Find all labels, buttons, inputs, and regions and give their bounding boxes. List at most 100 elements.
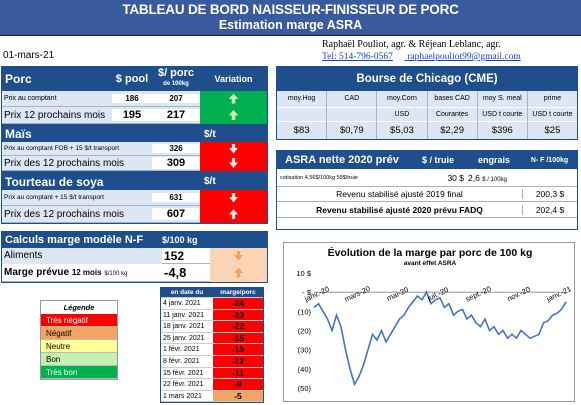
cme-value: $0,79 [327,121,377,139]
legend-title: Légende [63,303,95,312]
down-arrow-icon [234,250,243,261]
row-date: 18 janv. 2021 [161,321,213,332]
chart-subtitle: avant effet ASRA [403,260,457,267]
legend-item: Bon [41,353,117,366]
tourteau-row-12mois: Prix des 12 prochains mois 607 [2,205,267,223]
row-date: 11 janv. 2021 [161,309,213,321]
down-arrow-icon [229,158,238,168]
down-arrow-icon [229,192,238,203]
y-tick-label: 10 $ [296,269,311,278]
cme-column: moy.Hog $83 [277,91,327,139]
row-date: 25 janv. 2021 [161,332,213,344]
table-row: 22 févr. 2021 -9 [161,379,263,391]
table-row: 1 mars 2021 -5 [161,390,263,403]
mais-row-12mois: Prix des 12 prochains mois 309 [2,155,267,171]
up-arrow-icon [228,110,239,120]
x-tick-label: sept.-20 [464,284,492,304]
asra-panel: ASRA nette 2020 prév $ / truie engrais N… [276,150,578,230]
cme-value: $2,29 [427,121,477,139]
asra-row-cotisation: cotisation 4,56$/100kg 59$/truie 30 $ 2,… [277,169,577,187]
row-margin: -23 [213,309,263,321]
row-date: 1 mars 2021 [161,390,213,402]
up-arrow-icon [229,209,238,219]
row-margin: -9 [213,379,263,390]
y-tick-label: - $ [302,288,312,297]
contact: Tel: 514-796-0567 raphaelpouliot99@gmail… [322,52,533,62]
chart-svg: 10 $- $(10)(20)(30)(40)(50)janv.-20 mars-… [296,269,572,393]
legend-item: Très bon [41,366,117,379]
calculs-row-marge: Marge prévue 12 mois $/100 kg -4,8 [2,263,267,282]
report-date: 01-mars-21 [3,50,55,61]
row-date: 22 févr. 2021 [161,379,213,390]
y-tick-label: (20) [298,327,312,336]
margin-chart: Évolution de la marge par porc de 100 kg… [283,242,575,402]
down-arrow-icon [229,143,238,154]
calculs-panel: Calculs marge modèle N-F $/100 kg Alimen… [1,231,268,283]
dashboard-header: TABLEAU DE BORD NAISSEUR-FINISSEUR DE PO… [0,0,581,36]
cme-column: moy S. meal USD t courte $396 [476,91,527,139]
cme-column: bases CAD Courantes $2,29 [426,91,477,139]
cme-value: $25 [527,121,578,139]
contact-email[interactable]: raphaelpouliot99@gmail.com [407,52,521,62]
cme-column: moy.Corn USD $5,03 [376,91,427,139]
table-row: 8 févr. 2021 -12 [161,355,263,368]
asra-row-2020: Revenu stabilisé ajusté 2020 prévu FADQ … [277,202,577,218]
y-tick-label: (30) [298,346,312,355]
up-arrow-icon [234,267,243,278]
x-tick-label: mai-20 [385,285,410,303]
dashboard-title: TABLEAU DE BORD NAISSEUR-FINISSEUR DE PO… [122,2,459,17]
legend-item: Très négatif [41,314,117,327]
y-tick-label: (40) [298,365,312,374]
row-margin: -24 [213,298,263,309]
table-row: 1 févr. 2021 -15 [161,344,263,356]
porc-panel: Porc $ pool $/ porc de 100kg Variation Pr… [1,66,268,125]
y-tick-label: (10) [298,307,312,316]
legend-item: Neutre [41,340,117,353]
mais-panel: Maïs $/t Prix au comptant FOB + 15 $/t t… [1,125,268,172]
row-margin: -15 [213,332,263,344]
dashboard-subtitle: Estimation marge ASRA [218,18,363,32]
contact-phone[interactable]: Tel: 514-796-0567 [322,52,393,62]
tourteau-panel: Tourteau de soya $/t Prix au comptant + … [1,172,268,224]
cme-value: $396 [477,121,527,139]
x-tick-label: mars-20 [343,284,372,304]
x-tick-label: juil.-20 [425,285,450,303]
chicago-panel: Bourse de Chicago (CME) moy.Hog $83 CAD $0,… [276,66,578,140]
margin-history-table: en date du marge/porc 4 janv. 2021 -24 11 … [160,287,264,404]
calculs-row-aliments: Aliments 152 [2,247,267,264]
chicago-title: Bourse de Chicago (CME) [277,67,577,91]
row-date: 4 janv. 2021 [161,298,213,309]
marge-prevue-value: -4,8 [164,265,187,280]
table-row: 25 janv. 2021 -15 [161,332,263,345]
cme-column: CAD $0,79 [326,91,377,139]
porc-variation-comptant [200,90,267,107]
porc-col-variation: Variation [214,74,253,84]
row-margin: -22 [213,321,263,332]
asra-row-2019: Revenu stabilisé ajusté 2019 final 200,3… [277,187,577,202]
cme-column: prime USD t courte $25 [526,91,578,139]
cme-value: $5,03 [377,121,427,139]
chart-title: Évolution de la marge par porc de 100 kg [327,247,533,259]
porc-row-12mois: Prix 12 prochains mois 195 217 [2,106,267,124]
row-margin: -12 [213,355,263,367]
x-tick-label: nov.-20 [506,285,532,303]
porc-col-porc: $/ porc de 100kg [157,67,195,88]
table-row: 4 janv. 2021 -24 [161,298,263,310]
row-margin: -5 [213,390,263,402]
row-date: 8 févr. 2021 [161,355,213,367]
cme-value: $83 [277,121,327,139]
row-margin: -11 [213,367,263,379]
table-row: 11 janv. 2021 -23 [161,309,263,322]
asra-title: ASRA nette 2020 prév [285,154,399,166]
row-date: 15 févr. 2021 [161,367,213,379]
mais-row-comptant: Prix au comptant FOB + 15 $/t transport … [2,141,267,156]
margin-series-line [313,290,567,387]
table-row: 18 janv. 2021 -22 [161,321,263,333]
legend: Légende Très négatif Négatif Neutre Bon … [40,300,118,380]
porc-title: Porc [5,72,32,86]
tourteau-title: Tourteau de soya [5,174,104,189]
tourteau-row-comptant: Prix au comptant + 15 $/t transport 631 [2,189,267,206]
porc-row-comptant: Prix au comptant 186 207 [2,90,267,107]
up-arrow-icon [228,93,239,104]
calculs-title: Calculs marge modèle N-F [5,234,144,246]
